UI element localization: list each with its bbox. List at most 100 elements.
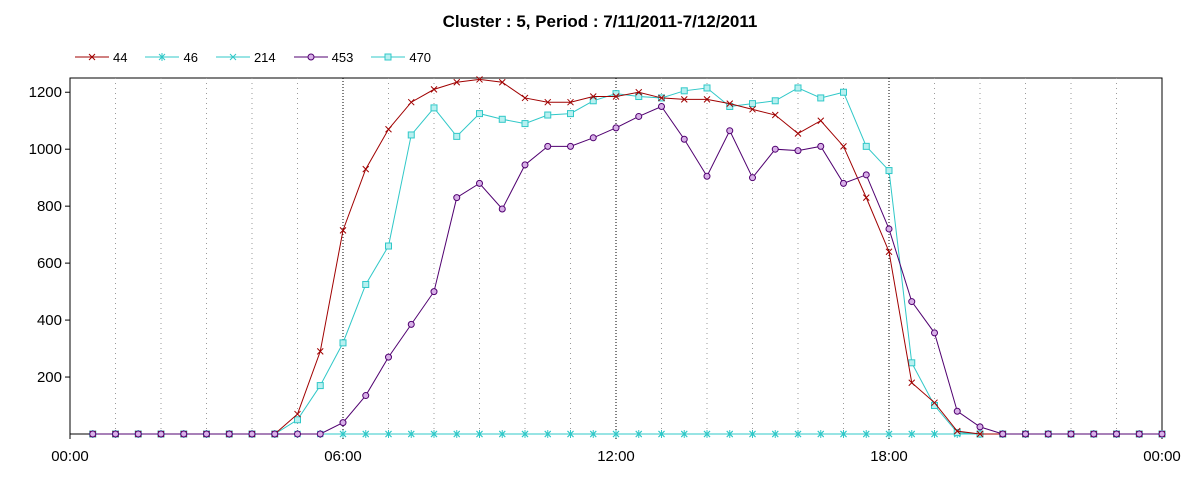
point-470 [316, 382, 324, 390]
point-214 [430, 430, 438, 438]
point-44 [407, 98, 415, 106]
point-470 [476, 110, 483, 118]
point-453 [180, 430, 188, 438]
point-470 [453, 132, 461, 140]
legend-label: 470 [409, 49, 432, 65]
point-453 [430, 288, 438, 296]
point-214 [817, 430, 825, 438]
point-470 [840, 88, 847, 96]
point-453 [1135, 430, 1143, 438]
point-453 [840, 179, 847, 187]
legend-swatch-214 [215, 53, 250, 61]
point-214 [680, 430, 688, 438]
point-453 [885, 225, 893, 233]
point-44 [567, 98, 574, 106]
point-470 [385, 242, 392, 250]
legend-item-453: 453 [293, 49, 354, 65]
legend-swatch-470 [371, 53, 406, 61]
point-453 [931, 329, 938, 337]
point-470 [521, 120, 529, 128]
point-453 [908, 298, 916, 306]
point-44 [362, 165, 370, 173]
point-453 [862, 171, 870, 179]
point-453 [407, 320, 415, 328]
y-tick-label: 200 [37, 369, 62, 386]
point-470 [339, 339, 347, 347]
point-453 [271, 430, 279, 438]
x-tick-label: 00:00 [1143, 448, 1181, 465]
point-214 [885, 430, 893, 438]
point-453 [498, 205, 506, 213]
point-214 [771, 430, 779, 438]
point-453 [771, 145, 779, 153]
point-214 [703, 430, 711, 438]
point-44 [680, 96, 688, 103]
point-44 [476, 76, 483, 83]
point-44 [976, 430, 984, 438]
point-214 [453, 430, 461, 438]
legend-item-214: 214 [215, 50, 276, 65]
point-44 [453, 78, 461, 86]
point-214 [339, 430, 347, 438]
point-453 [703, 172, 711, 180]
point-470 [703, 84, 711, 92]
point-44 [316, 348, 324, 355]
legend-item-44: 44 [75, 50, 127, 65]
point-453 [1113, 430, 1120, 438]
point-214 [794, 430, 802, 438]
y-tick-label: 1000 [29, 141, 62, 158]
point-214 [544, 430, 552, 438]
point-453 [794, 147, 802, 155]
point-453 [589, 134, 597, 142]
point-44 [498, 78, 506, 86]
point-44 [612, 93, 620, 100]
point-44 [658, 94, 665, 102]
point-453 [248, 430, 256, 438]
point-214 [635, 430, 643, 438]
point-453 [1158, 430, 1166, 438]
point-470 [498, 115, 506, 123]
point-44 [840, 142, 847, 150]
point-453 [726, 127, 734, 135]
point-470 [953, 429, 961, 437]
point-453 [749, 174, 756, 182]
point-453 [476, 179, 483, 187]
point-214 [407, 430, 415, 438]
point-470 [635, 93, 643, 101]
point-44 [703, 96, 711, 103]
point-453 [635, 112, 643, 120]
point-214 [862, 430, 870, 438]
x-tick-label: 00:00 [51, 448, 89, 465]
y-tick-label: 1200 [29, 84, 62, 101]
legend-label: 46 [183, 49, 198, 65]
point-44 [430, 86, 438, 93]
point-453 [294, 430, 301, 438]
point-470 [885, 167, 893, 175]
point-470 [567, 110, 574, 118]
point-470 [908, 359, 916, 367]
point-470 [362, 280, 370, 288]
legend-item-46: 46 [145, 49, 198, 65]
legend-label: 453 [331, 49, 354, 65]
chart-title: Cluster : 5, Period : 7/11/2011-7/12/201… [442, 12, 758, 31]
point-214 [567, 430, 574, 438]
point-44 [862, 194, 870, 201]
point-214 [658, 430, 665, 438]
point-214 [385, 430, 392, 438]
point-470 [430, 104, 438, 112]
point-453 [225, 430, 233, 438]
point-453 [203, 430, 210, 438]
point-470 [749, 100, 756, 108]
series-line-453 [92, 105, 1162, 435]
point-453 [453, 194, 461, 202]
point-453 [385, 353, 392, 361]
point-453 [680, 135, 688, 143]
point-214 [908, 430, 916, 438]
point-453 [316, 430, 324, 438]
x-tick-label: 18:00 [870, 448, 908, 465]
point-453 [1067, 430, 1075, 438]
point-214 [476, 430, 483, 438]
point-44 [931, 399, 938, 407]
point-44 [885, 248, 893, 256]
